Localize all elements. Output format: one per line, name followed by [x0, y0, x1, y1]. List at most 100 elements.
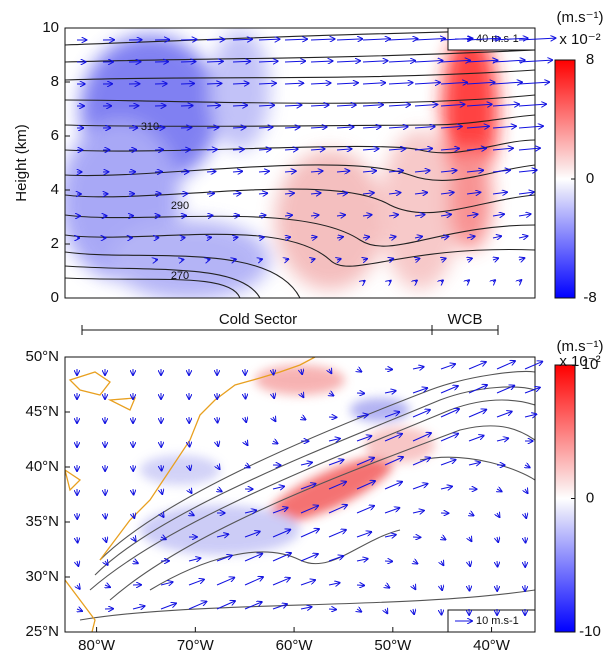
wind-vector — [300, 484, 316, 490]
map-field — [65, 357, 535, 632]
wind-vector — [300, 529, 319, 538]
wind-vector — [388, 61, 415, 62]
colorbar-scale: x 10⁻² — [559, 353, 600, 370]
wind-vector — [466, 126, 489, 128]
wind-vector — [300, 462, 312, 465]
wind-vector — [206, 105, 220, 106]
wind-vector — [518, 192, 534, 194]
wind-vector — [310, 105, 329, 106]
wind-vector — [440, 236, 448, 238]
wind-vector — [258, 83, 276, 84]
contour-label: 270 — [171, 270, 189, 282]
wind-vector — [414, 127, 435, 128]
wind-vector — [216, 555, 232, 562]
wind-vector — [362, 193, 374, 194]
wind-vector — [412, 388, 427, 394]
wind-vector — [310, 61, 333, 62]
wind-vector — [492, 82, 522, 84]
wind-vector — [519, 258, 524, 260]
wind-vector — [273, 417, 275, 421]
wind-vector — [272, 578, 290, 586]
wind-vector — [440, 192, 454, 194]
wind-vector — [518, 148, 540, 150]
wind-vector — [258, 61, 278, 62]
wind-vector — [497, 560, 498, 567]
wind-vector — [518, 82, 549, 84]
wind-vector — [414, 149, 432, 150]
wind-vector — [362, 105, 383, 106]
wind-vector — [363, 259, 367, 260]
wind-vector — [441, 537, 445, 540]
wind-vector — [493, 258, 498, 260]
y-tick-label: 0 — [51, 289, 59, 306]
sector-bracket — [81, 325, 499, 335]
wind-vector — [206, 127, 218, 128]
wind-vector — [310, 149, 325, 150]
wind-vector — [206, 39, 224, 40]
wind-vector — [336, 149, 351, 150]
wind-vector — [413, 585, 415, 589]
wind-vector — [492, 192, 507, 194]
wind-vector — [161, 537, 166, 539]
wind-vector — [413, 561, 417, 564]
wind-vector — [356, 436, 371, 442]
wind-vector — [232, 83, 249, 84]
wind-vector — [414, 237, 422, 238]
wind-vector — [356, 559, 368, 561]
wind-vector — [525, 536, 526, 543]
wind-vector — [468, 462, 480, 465]
wind-vector — [497, 537, 498, 542]
wind-vector — [206, 215, 212, 216]
wind-vector — [105, 537, 106, 542]
wind-vector — [284, 105, 301, 106]
wind-vector — [310, 127, 327, 128]
wind-vector — [311, 259, 314, 260]
wind-vector — [493, 280, 495, 282]
wind-vector — [272, 553, 291, 562]
wind-vector — [467, 258, 472, 260]
wind-vector — [415, 259, 419, 260]
wind-vector — [189, 440, 190, 447]
wind-vector — [469, 537, 471, 541]
wind-vector — [206, 83, 221, 84]
wind-vector — [466, 104, 492, 106]
wind-vector — [388, 193, 400, 194]
colorbar-unit: (m.s⁻¹) — [556, 9, 603, 26]
wind-vector — [217, 489, 222, 491]
wind-vector — [492, 60, 525, 62]
wind-vector — [492, 236, 501, 238]
wind-vector — [412, 410, 430, 418]
wind-vector — [244, 510, 256, 513]
wind-vector — [285, 259, 288, 260]
wind-vector — [245, 441, 247, 445]
wind-vector — [310, 83, 331, 84]
x-tick-label: 60°W — [276, 637, 314, 654]
wind-vector — [415, 281, 417, 282]
wind-vector — [232, 39, 252, 40]
plot-frame — [64, 356, 536, 633]
wind-vector — [259, 237, 264, 238]
wind-vector — [388, 215, 398, 216]
wind-vector — [232, 127, 245, 128]
wind-vector — [244, 577, 263, 586]
wind-vector — [329, 393, 333, 396]
wind-vector — [414, 193, 427, 194]
wind-vector — [161, 464, 162, 471]
wind-vector — [440, 104, 464, 106]
wind-vector — [384, 482, 402, 490]
wind-vector — [414, 171, 430, 172]
wind-vector — [258, 215, 265, 216]
wind-vector — [385, 609, 387, 613]
wind-vector — [310, 39, 335, 40]
wind-vector — [412, 511, 424, 513]
wind-vector — [356, 415, 368, 417]
wind-vector — [284, 171, 296, 172]
wind-vector — [518, 60, 552, 62]
wind-vector — [284, 215, 292, 216]
wind-vector — [217, 416, 218, 423]
wind-vector — [216, 601, 235, 610]
wind-vector — [245, 417, 246, 422]
wind-vector — [467, 280, 469, 282]
wind-vector — [492, 214, 504, 216]
